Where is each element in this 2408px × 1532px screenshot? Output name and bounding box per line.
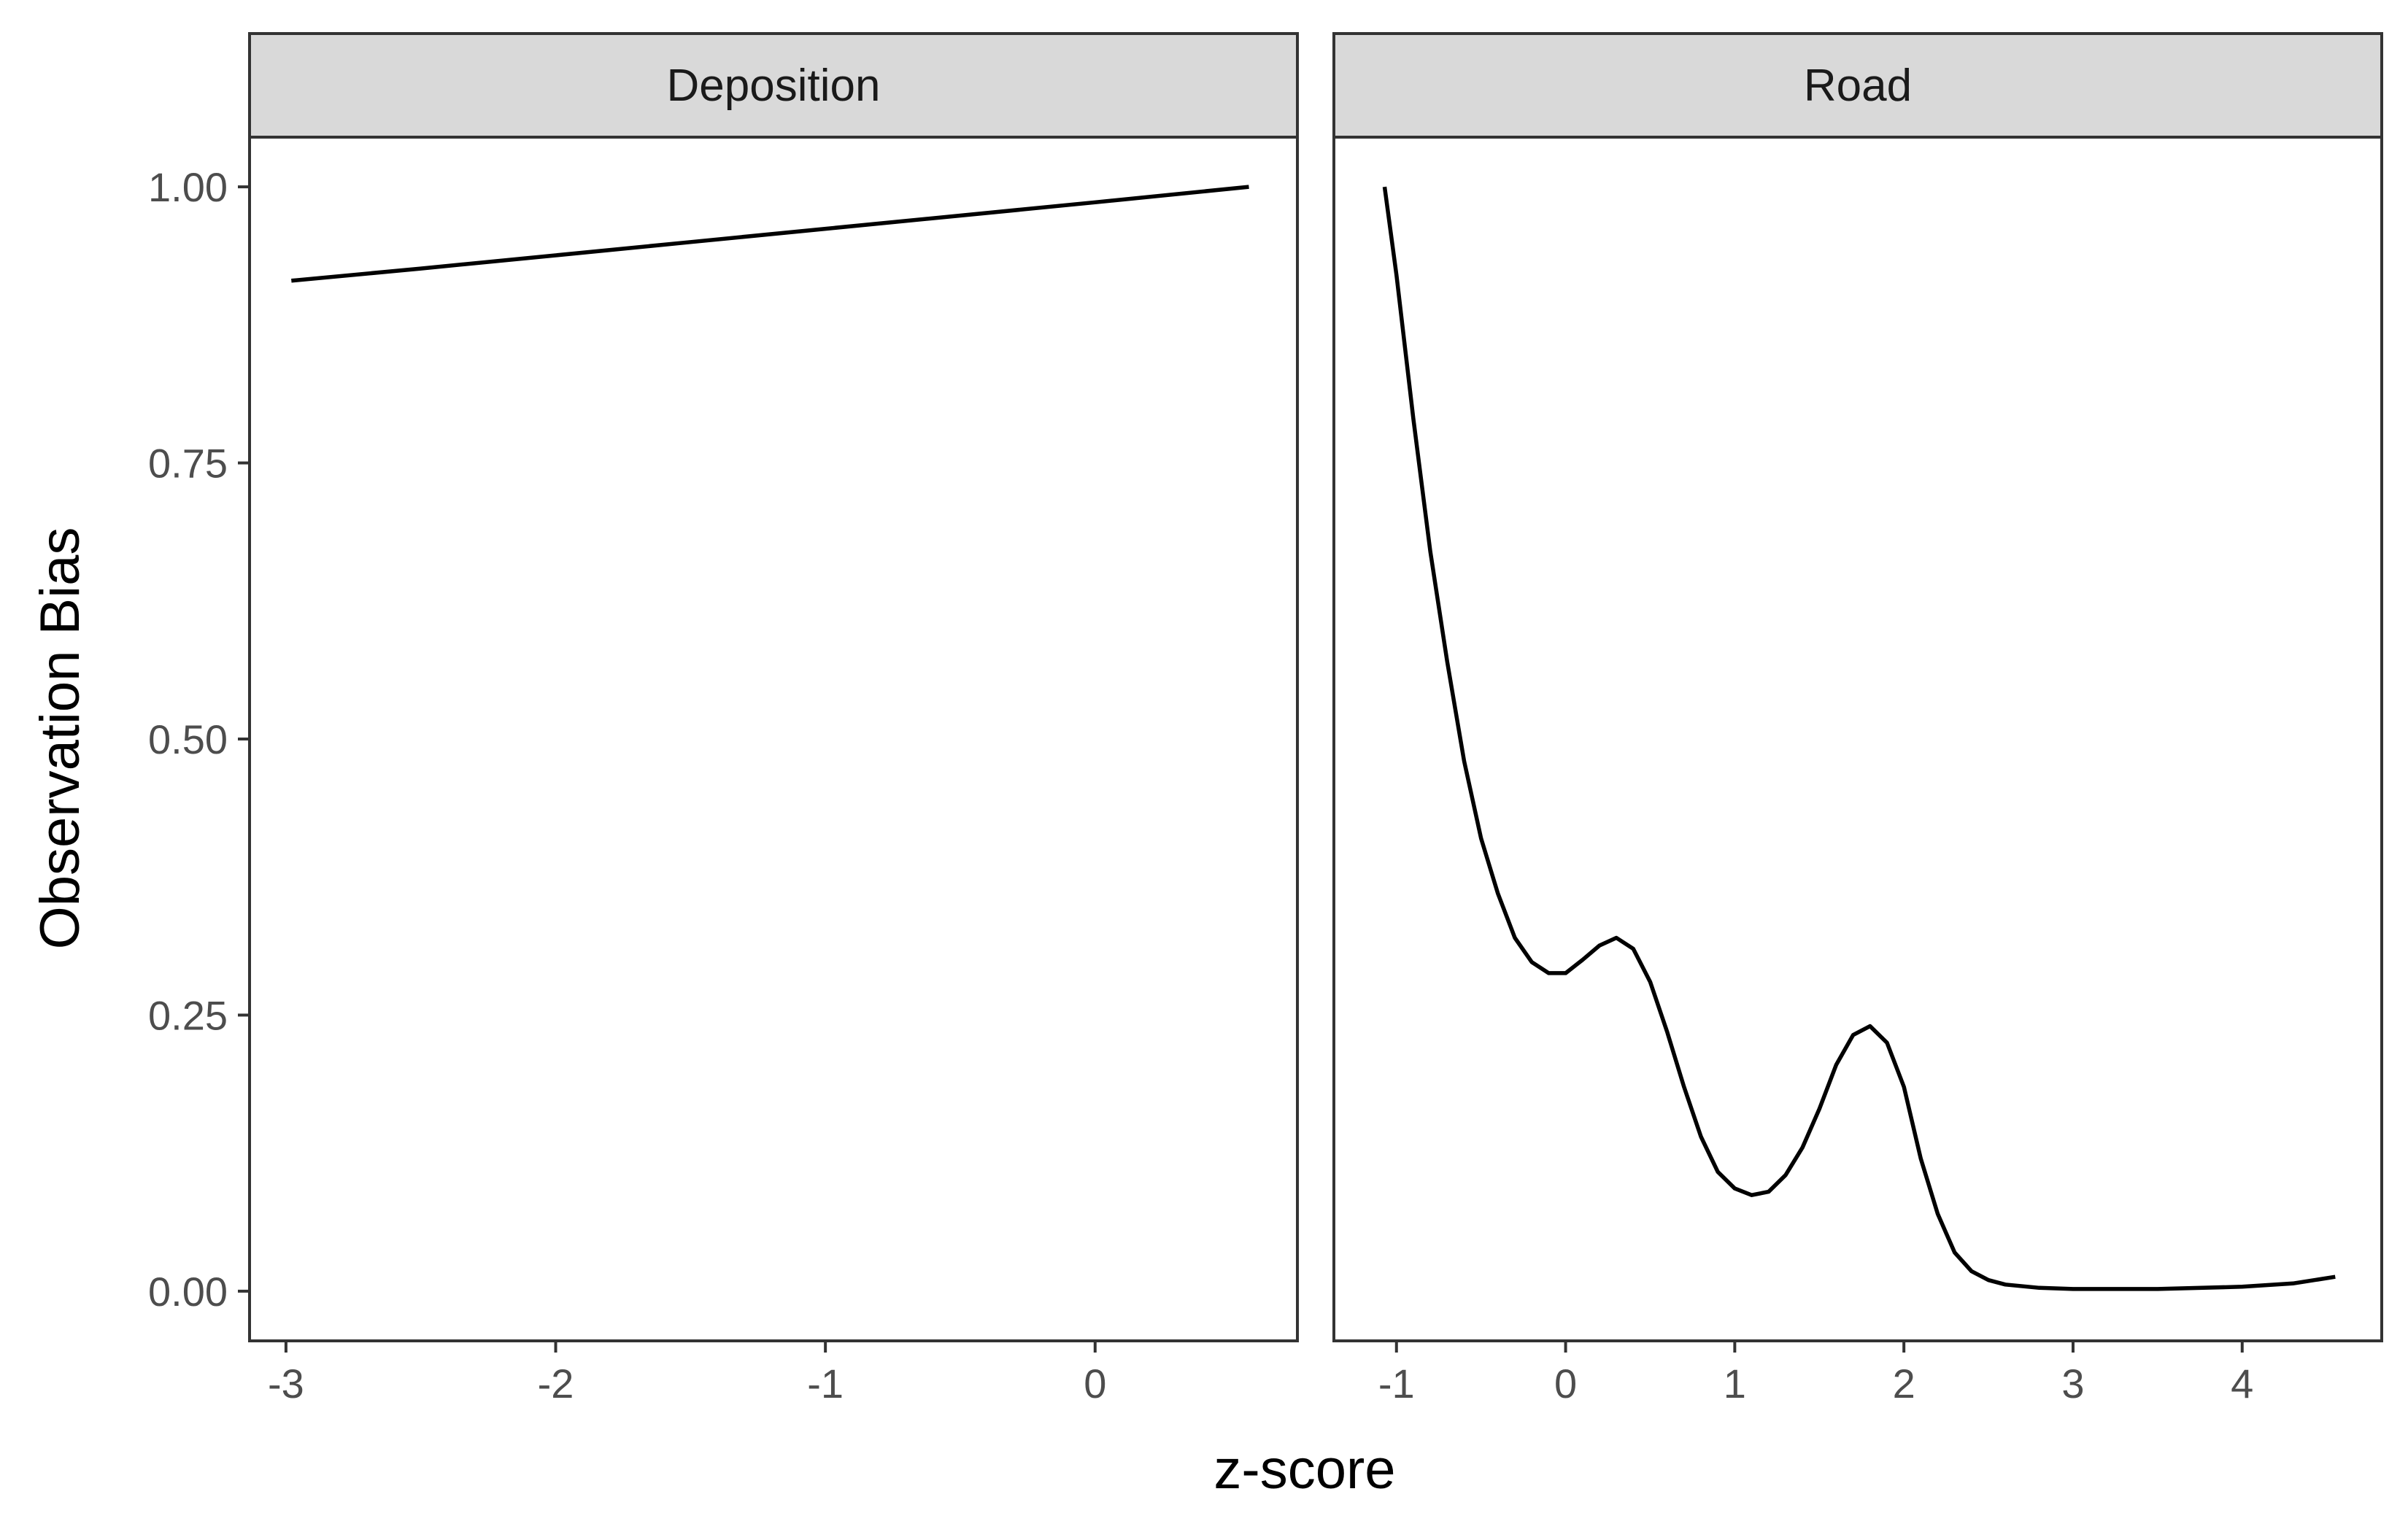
x-tick-label: 2 <box>1893 1361 1915 1407</box>
x-tick-label: 0 <box>1084 1361 1106 1407</box>
x-tick-label: -1 <box>807 1361 844 1407</box>
plot-panel <box>1332 136 2383 1342</box>
panel-road: Road -1 0 1 2 3 4 <box>1332 32 2383 1407</box>
y-tick-label: 1.00 <box>148 164 228 210</box>
facet-strip <box>248 32 1299 139</box>
y-axis: 1.00 0.75 0.50 0.25 0.00 <box>148 164 250 1315</box>
x-tick-label: 4 <box>2231 1361 2253 1407</box>
y-tick-label: 0.50 <box>148 716 228 762</box>
x-tick-label: -3 <box>268 1361 304 1407</box>
series-line <box>1382 186 2336 1291</box>
y-tick-label: 0.75 <box>148 441 228 487</box>
x-axis-title: z-score <box>1213 1439 1395 1501</box>
plot-panel <box>248 136 1299 1342</box>
y-axis-title: Observation Bias <box>29 527 91 950</box>
x-tick-label: 0 <box>1554 1361 1577 1407</box>
facet-strip-label: Deposition <box>667 61 881 111</box>
x-tick-label: 1 <box>1724 1361 1746 1407</box>
series-line <box>291 185 1249 283</box>
y-tick-label: 0.25 <box>148 992 228 1038</box>
panels-layer: Deposition -3 -2 -1 0 Road -1 0 1 2 3 4 <box>248 32 2383 1407</box>
facet-strip-label: Road <box>1804 61 1912 111</box>
x-tick-label: -1 <box>1378 1361 1415 1407</box>
y-tick-label: 0.00 <box>148 1269 228 1315</box>
x-tick-label: 3 <box>2061 1361 2084 1407</box>
panel-deposition: Deposition -3 -2 -1 0 <box>248 32 1299 1407</box>
x-tick-label: -2 <box>538 1361 574 1407</box>
